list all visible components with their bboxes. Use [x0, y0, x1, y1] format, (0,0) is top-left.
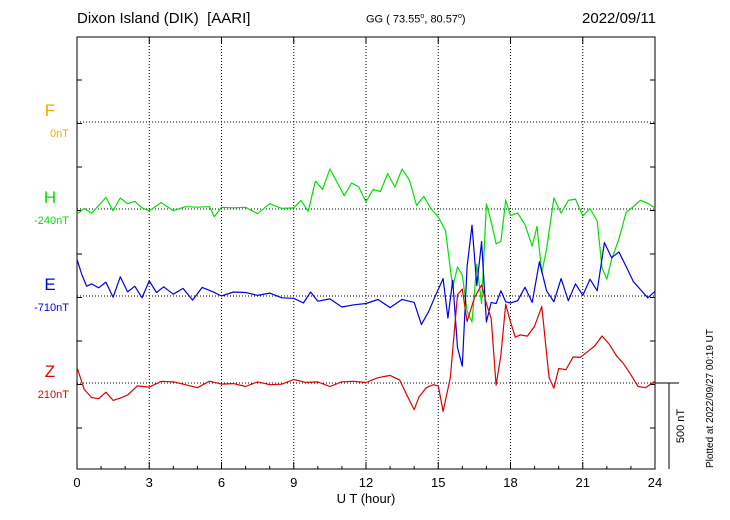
- series-baseline-e: -710nT: [34, 302, 69, 314]
- x-tick-label: 21: [576, 475, 590, 490]
- chart-date: 2022/09/11: [582, 10, 656, 27]
- station-name: Dixon Island (DIK): [77, 10, 199, 27]
- x-tick-label: 24: [648, 475, 662, 490]
- x-tick-label: 9: [290, 475, 297, 490]
- plotted-note: Plotted at 2022/09/27 00:19 UT: [705, 329, 716, 468]
- series-name-h: H: [44, 188, 56, 207]
- x-tick-label: 12: [359, 475, 373, 490]
- station-title: Dixon Island (DIK) [AARI]: [77, 10, 250, 27]
- series-baseline-f: 0nT: [50, 128, 69, 140]
- series-line-e: [76, 224, 656, 367]
- scale-bar-label: 500 nT: [675, 409, 687, 444]
- series-name-z: Z: [45, 362, 55, 381]
- station-org: [AARI]: [207, 10, 251, 27]
- station-coords: GG ( 73.55o, 80.57o): [366, 13, 466, 26]
- x-axis-label: U T (hour): [337, 491, 396, 506]
- series-line-z: [76, 284, 656, 412]
- series-baseline-z: 210nT: [38, 389, 69, 401]
- x-tick-label: 3: [146, 475, 153, 490]
- x-tick-label: 15: [431, 475, 445, 490]
- series-name-e: E: [44, 275, 55, 294]
- series-name-f: F: [45, 101, 55, 120]
- x-tick-label: 6: [218, 475, 225, 490]
- series-line-h: [76, 168, 656, 323]
- x-tick-label: 18: [503, 475, 517, 490]
- series-baseline-h: -240nT: [34, 215, 69, 227]
- x-tick-label: 0: [73, 475, 80, 490]
